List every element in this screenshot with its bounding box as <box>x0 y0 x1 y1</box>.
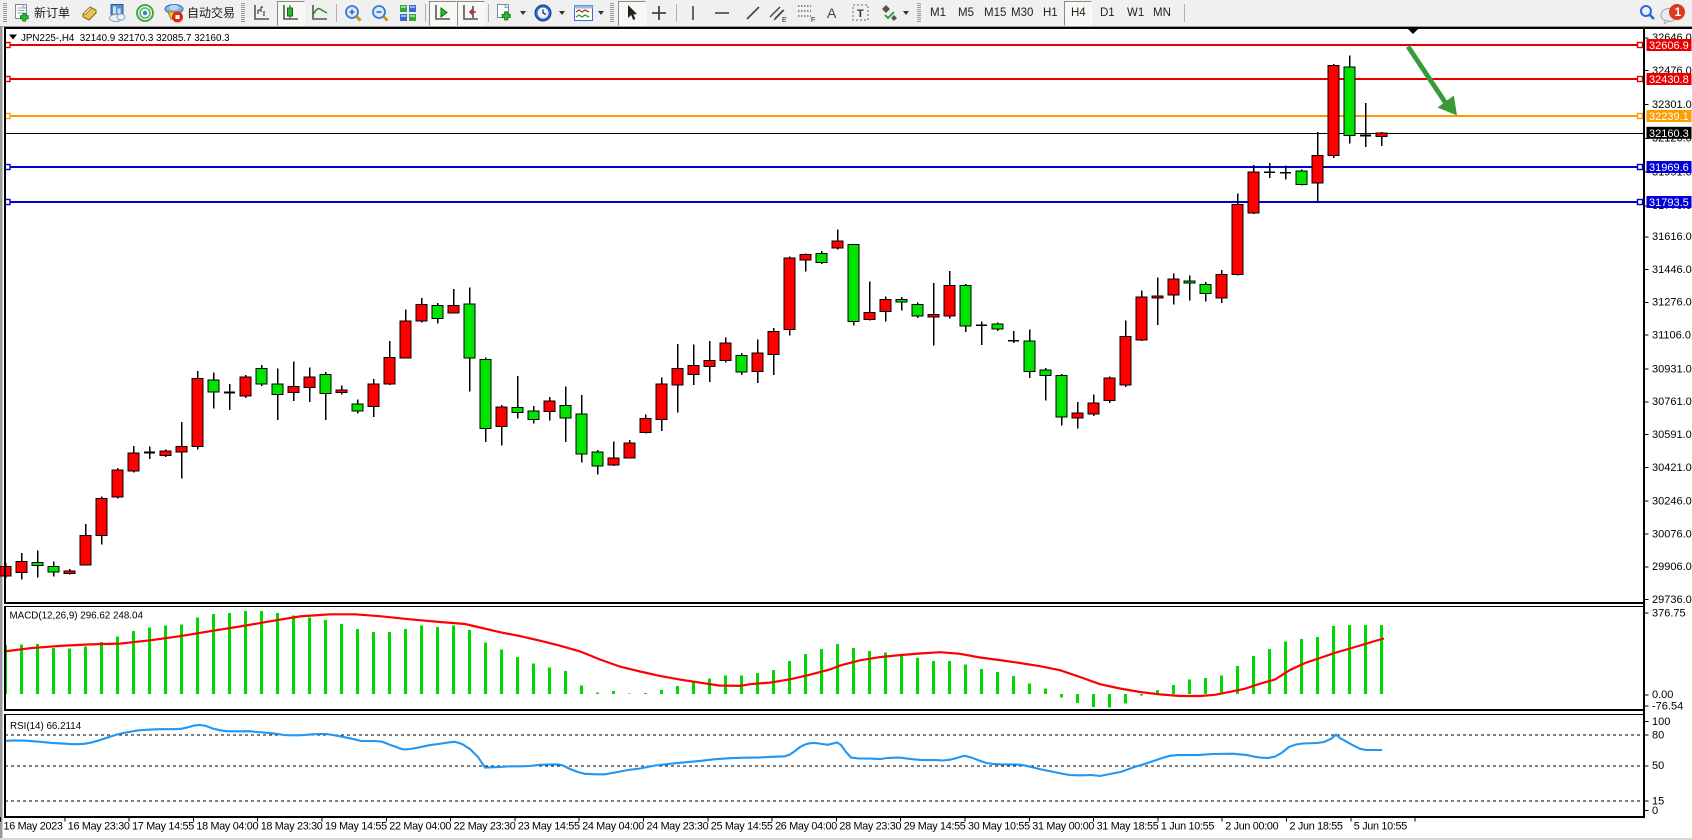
svg-text:0.00: 0.00 <box>1652 689 1673 701</box>
svg-text:32606.9: 32606.9 <box>1649 40 1689 52</box>
svg-text:T: T <box>857 8 864 20</box>
svg-text:28 May 23:30: 28 May 23:30 <box>839 821 901 833</box>
svg-text:30 May 10:55: 30 May 10:55 <box>968 821 1030 833</box>
svg-text:2 Jun 18:55: 2 Jun 18:55 <box>1290 821 1343 833</box>
svg-text:E: E <box>782 17 787 23</box>
svg-text:RSI(14) 66.2114: RSI(14) 66.2114 <box>10 721 82 732</box>
svg-text:30931.0: 30931.0 <box>1652 363 1692 375</box>
svg-text:16 May 2023: 16 May 2023 <box>4 821 63 833</box>
svg-text:100: 100 <box>1652 716 1670 728</box>
svg-text:23 May 14:55: 23 May 14:55 <box>518 821 580 833</box>
svg-text:32160.3: 32160.3 <box>1649 128 1689 140</box>
svg-text:26 May 04:00: 26 May 04:00 <box>775 821 837 833</box>
svg-text:30591.0: 30591.0 <box>1652 429 1692 441</box>
svg-text:32301.0: 32301.0 <box>1652 99 1692 111</box>
svg-text:30076.0: 30076.0 <box>1652 528 1692 540</box>
svg-text:29906.0: 29906.0 <box>1652 561 1692 573</box>
svg-text:31793.5: 31793.5 <box>1649 197 1689 209</box>
svg-text:376.75: 376.75 <box>1652 607 1686 619</box>
svg-text:JPN225-,H4 32140.9 32170.3 32: JPN225-,H4 32140.9 32170.3 32085.7 32160… <box>21 33 230 44</box>
svg-text:2 Jun 00:00: 2 Jun 00:00 <box>1225 821 1278 833</box>
svg-text:24 May 23:30: 24 May 23:30 <box>647 821 709 833</box>
svg-text:17 May 14:55: 17 May 14:55 <box>132 821 194 833</box>
svg-text:29 May 14:55: 29 May 14:55 <box>904 821 966 833</box>
svg-text:32430.8: 32430.8 <box>1649 74 1689 86</box>
svg-text:31446.0: 31446.0 <box>1652 264 1692 276</box>
svg-text:29736.0: 29736.0 <box>1652 594 1692 606</box>
svg-text:16 May 23:30: 16 May 23:30 <box>68 821 130 833</box>
svg-text:32239.1: 32239.1 <box>1649 111 1689 123</box>
svg-text:24 May 04:00: 24 May 04:00 <box>582 821 644 833</box>
svg-text:31106.0: 31106.0 <box>1652 330 1691 342</box>
svg-text:31 May 00:00: 31 May 00:00 <box>1032 821 1094 833</box>
svg-text:30761.0: 30761.0 <box>1652 396 1692 408</box>
svg-text:22 May 04:00: 22 May 04:00 <box>389 821 451 833</box>
svg-text:30421.0: 30421.0 <box>1652 462 1692 474</box>
svg-text:19 May 14:55: 19 May 14:55 <box>325 821 387 833</box>
svg-text:31276.0: 31276.0 <box>1652 297 1692 309</box>
svg-text:22 May 23:30: 22 May 23:30 <box>454 821 516 833</box>
svg-text:31969.6: 31969.6 <box>1649 162 1689 174</box>
svg-text:5 Jun 10:55: 5 Jun 10:55 <box>1354 821 1407 833</box>
svg-text:MACD(12,26,9) 296.62 248.04: MACD(12,26,9) 296.62 248.04 <box>10 611 144 622</box>
svg-text:F: F <box>811 17 815 23</box>
svg-text:31616.0: 31616.0 <box>1652 231 1692 243</box>
svg-text:1 Jun 10:55: 1 Jun 10:55 <box>1161 821 1214 833</box>
svg-text:25 May 14:55: 25 May 14:55 <box>711 821 773 833</box>
svg-text:80: 80 <box>1652 730 1664 742</box>
svg-text:31 May 18:55: 31 May 18:55 <box>1097 821 1159 833</box>
svg-text:30246.0: 30246.0 <box>1652 496 1692 508</box>
svg-text:0: 0 <box>1652 805 1658 817</box>
svg-text:18 May 04:00: 18 May 04:00 <box>196 821 258 833</box>
svg-text:18 May 23:30: 18 May 23:30 <box>261 821 323 833</box>
svg-text:1: 1 <box>1675 5 1682 19</box>
svg-text:50: 50 <box>1652 760 1664 772</box>
svg-text:15: 15 <box>1652 795 1664 807</box>
svg-text:-76.54: -76.54 <box>1652 700 1683 712</box>
